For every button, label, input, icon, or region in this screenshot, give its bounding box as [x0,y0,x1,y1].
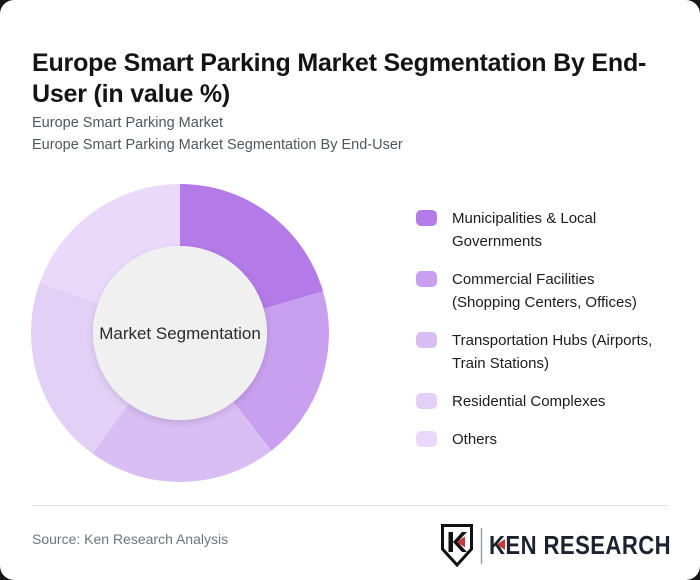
ken-research-logo: KEN RESEARCH [441,524,671,568]
donut-segment-3 [92,401,272,482]
legend-label-line: Train Stations) [452,355,549,372]
legend-label-line: Commercial Facilities [452,271,595,288]
donut-chart-area: Market Segmentation [20,173,340,493]
legend-item-1: Municipalities & Local Governments [416,207,678,253]
legend-label: Transportation Hubs (Airports, Train Stat… [452,329,652,375]
donut-segment-4 [31,282,129,454]
subtitle-line-1: Europe Smart Parking Market [32,115,223,131]
legend-label: Residential Complexes [452,390,605,413]
legend-label: Commercial Facilities (Shopping Centers, … [452,268,637,314]
subtitle-line-2: Europe Smart Parking Market Segmentation… [32,136,403,153]
legend-label-line: Governments [452,233,543,250]
legend-label-line: Others [452,431,498,448]
legend-swatch-icon [416,431,437,447]
donut-chart: Market Segmentation [31,184,329,482]
donut-segment-5 [39,184,181,304]
shield-accent-triangle [456,536,465,548]
legend-item-2: Commercial Facilities (Shopping Centers, … [416,268,678,314]
wordmark-accent-triangle [497,539,505,550]
ken-shield-icon [441,524,473,568]
legend-item-4: Residential Complexes [416,390,678,413]
legend-item-3: Transportation Hubs (Airports, Train Stat… [416,329,678,375]
donut-center-label: Market Segmentation [99,324,261,343]
brand-wordmark: KEN RESEARCH [489,530,671,560]
legend-label-line: (Shopping Centers, Offices) [452,294,637,311]
page-title: Europe Smart Parking Market Segmentation… [32,48,647,108]
source-note: Source: Ken Research Analysis [32,531,229,547]
legend-swatch-icon [416,271,437,287]
donut-segments [31,184,329,482]
legend-label-line: Municipalities & Local [452,210,597,227]
footer-divider [32,505,668,506]
legend-label: Others [452,428,497,451]
legend-swatch-icon [416,393,437,409]
legend-label-line: Residential Complexes [452,393,606,410]
legend-swatch-icon [416,332,437,348]
legend-item-5: Others [416,428,678,451]
donut-segment-2 [233,291,329,451]
legend-swatch-icon [416,210,437,226]
legend-label: Municipalities & Local Governments [452,207,596,253]
chart-legend: Municipalities & Local Governments Commerc… [416,207,678,451]
donut-center-circle [93,246,267,420]
chart-subtitle: Europe Smart Parking Market Europe Smart… [32,113,672,156]
legend-label-line: Transportation Hubs (Airports, [452,332,653,349]
donut-segment-1 [180,184,324,309]
